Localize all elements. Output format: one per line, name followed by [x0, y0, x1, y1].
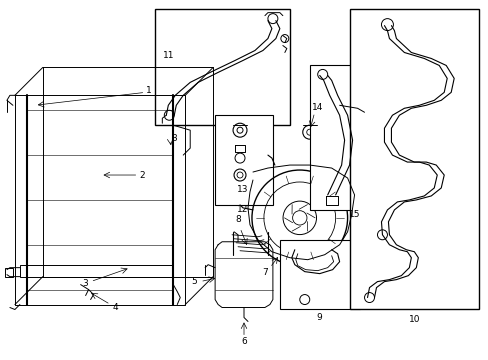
Text: 9: 9	[316, 313, 322, 322]
Text: 6: 6	[241, 337, 246, 346]
Text: 8: 8	[235, 215, 241, 224]
Text: 12: 12	[237, 206, 248, 215]
Text: 15: 15	[348, 210, 360, 219]
Text: 7: 7	[262, 268, 267, 277]
Text: 13: 13	[237, 185, 248, 194]
Text: 14: 14	[311, 103, 323, 112]
Text: 3: 3	[82, 279, 88, 288]
Text: 3: 3	[171, 134, 177, 143]
Bar	[349, 9, 478, 310]
Text: 1: 1	[145, 86, 151, 95]
Text: 10: 10	[408, 315, 419, 324]
Text: 5: 5	[191, 277, 197, 286]
Bar	[5, 268, 13, 276]
Text: 2: 2	[139, 171, 145, 180]
Bar	[279, 240, 359, 310]
Bar	[155, 9, 289, 125]
Text: 4: 4	[112, 303, 118, 312]
Bar	[215, 115, 272, 205]
Bar	[20, 265, 173, 276]
Bar	[309, 66, 388, 210]
Text: 11: 11	[162, 51, 174, 60]
